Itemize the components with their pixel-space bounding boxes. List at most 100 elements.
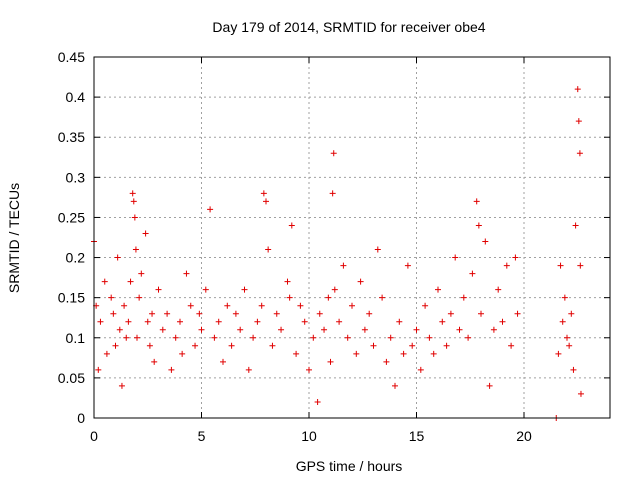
data-point bbox=[379, 294, 386, 301]
data-point bbox=[136, 294, 143, 301]
data-point bbox=[499, 318, 506, 325]
data-point bbox=[330, 150, 337, 157]
data-point bbox=[374, 246, 381, 253]
data-point bbox=[144, 318, 151, 325]
data-point bbox=[125, 318, 132, 325]
data-point bbox=[555, 350, 562, 357]
data-point bbox=[413, 326, 420, 333]
y-tick-label: 0.4 bbox=[66, 89, 86, 105]
data-point bbox=[172, 334, 179, 341]
data-point bbox=[577, 262, 584, 269]
data-point bbox=[284, 278, 291, 285]
data-point bbox=[220, 358, 226, 365]
data-point bbox=[211, 334, 218, 341]
data-point bbox=[95, 366, 102, 373]
data-point bbox=[112, 342, 119, 349]
x-tick-label: 15 bbox=[409, 428, 425, 444]
data-point bbox=[101, 278, 108, 285]
data-point bbox=[357, 278, 364, 285]
data-point bbox=[422, 302, 429, 309]
data-point bbox=[465, 334, 472, 341]
data-point bbox=[482, 238, 489, 245]
data-point bbox=[426, 334, 433, 341]
data-point bbox=[103, 350, 110, 357]
data-point bbox=[97, 318, 104, 325]
data-point bbox=[392, 382, 398, 389]
data-point bbox=[269, 342, 276, 349]
y-tick-label: 0.25 bbox=[58, 209, 85, 225]
data-point bbox=[404, 262, 411, 269]
data-point bbox=[344, 334, 351, 341]
data-point bbox=[114, 254, 121, 261]
data-point bbox=[273, 310, 280, 317]
data-point bbox=[473, 198, 480, 205]
data-point bbox=[566, 342, 573, 349]
data-point bbox=[574, 86, 581, 93]
x-tick-label: 10 bbox=[301, 428, 317, 444]
data-point bbox=[321, 326, 328, 333]
data-point bbox=[224, 302, 231, 309]
data-point bbox=[469, 270, 476, 277]
data-point bbox=[508, 342, 515, 349]
data-point bbox=[417, 366, 424, 373]
data-point bbox=[503, 262, 510, 269]
data-point bbox=[129, 190, 136, 197]
y-tick-label: 0.3 bbox=[66, 169, 86, 185]
plot-frame bbox=[93, 56, 611, 419]
data-point bbox=[146, 342, 153, 349]
data-point bbox=[495, 286, 502, 293]
data-point bbox=[310, 334, 317, 341]
data-point bbox=[456, 326, 463, 333]
data-point bbox=[331, 286, 338, 293]
data-point bbox=[265, 246, 272, 253]
x-tick-label: 20 bbox=[516, 428, 532, 444]
data-point bbox=[570, 366, 577, 373]
y-axis-ticks: 0 0.05 0.1 0.15 0.2 0.25 0.3 0.35 0.4 0.45 bbox=[58, 49, 610, 426]
data-point bbox=[286, 294, 293, 301]
data-point bbox=[121, 302, 128, 309]
data-point bbox=[254, 318, 261, 325]
data-point bbox=[198, 326, 205, 333]
data-point bbox=[127, 278, 134, 285]
data-point bbox=[192, 342, 199, 349]
data-point bbox=[561, 294, 568, 301]
x-tick-label: 5 bbox=[198, 428, 206, 444]
data-point bbox=[396, 318, 403, 325]
data-point bbox=[568, 310, 575, 317]
data-point bbox=[452, 254, 459, 261]
data-point bbox=[301, 318, 308, 325]
data-point bbox=[353, 350, 360, 357]
data-point bbox=[108, 294, 115, 301]
data-point bbox=[149, 310, 156, 317]
data-point bbox=[258, 302, 265, 309]
data-point bbox=[576, 150, 583, 157]
data-point bbox=[387, 334, 394, 341]
data-point bbox=[123, 334, 130, 341]
data-point bbox=[349, 302, 355, 309]
data-point bbox=[183, 270, 190, 277]
data-point bbox=[297, 302, 304, 309]
data-point bbox=[478, 310, 484, 317]
data-point bbox=[383, 358, 390, 365]
data-point bbox=[263, 198, 269, 205]
data-point bbox=[329, 190, 336, 197]
data-point bbox=[577, 390, 584, 397]
data-point bbox=[490, 326, 497, 333]
data-point bbox=[293, 350, 300, 357]
data-point bbox=[430, 350, 437, 357]
data-point bbox=[361, 326, 368, 333]
data-point bbox=[512, 254, 519, 261]
data-point bbox=[559, 318, 566, 325]
y-tick-label: 0.15 bbox=[58, 290, 85, 306]
data-point bbox=[370, 342, 377, 349]
data-point bbox=[110, 310, 117, 317]
data-point bbox=[179, 350, 186, 357]
data-point bbox=[340, 262, 347, 269]
data-point bbox=[159, 326, 166, 333]
data-point bbox=[564, 334, 570, 341]
data-point bbox=[118, 382, 125, 389]
data-point bbox=[447, 310, 454, 317]
data-point bbox=[572, 222, 579, 229]
data-point bbox=[215, 318, 222, 325]
